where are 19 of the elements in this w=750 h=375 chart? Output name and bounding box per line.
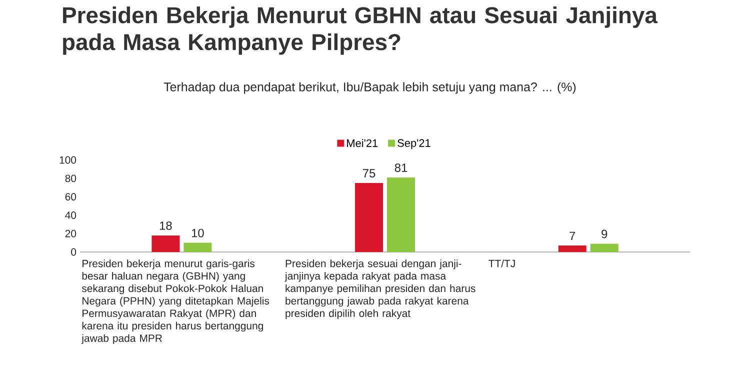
y-tick-label: 0 <box>71 248 76 256</box>
y-tick-label: 100 <box>60 156 76 164</box>
data-label: 75 <box>362 169 376 178</box>
y-tick-label: 40 <box>65 212 76 219</box>
data-label: 18 <box>160 221 172 230</box>
data-label: 10 <box>192 228 204 238</box>
y-tick-label: 80 <box>65 174 76 182</box>
data-label: 81 <box>394 164 408 172</box>
legend-label: Sep'21 <box>398 139 430 150</box>
x-tick-label: Presiden bekerja menurut garis-garis besar haluan negara (GBHN) yang sekarang disebut Pokok-Pokok Haluan Negara (PPHN) yang ditetapkan Majelis Permusyawaratan Rakyat (MPR) dan karena itu presiden harus bertanggung jawab pada MPR <box>81 260 270 344</box>
legend-label: Mei'21 <box>347 139 378 148</box>
data-label: 7 <box>570 232 576 240</box>
data-label: 9 <box>602 230 608 238</box>
x-tick-label: TT/TJ <box>488 260 515 268</box>
chart-title: Presiden Bekerja Menurut GBHN atau Sesuai Janjinya pada Masa Kampanye Pilpres? <box>63 6 658 55</box>
chart-subtitle: Terhadap dua pendapat berikut, Ibu/Bapak lebih setuju yang mana? ... (%) <box>164 82 576 94</box>
x-tick-label: Presiden bekerja sesuai dengan janji-janjinya kepada rakyat pada masa kampanye pemilihan presiden dan harus bertanggung jawab pada rakyat karena presiden dipilih oleh rakyat <box>284 260 476 320</box>
y-tick-label: 20 <box>65 230 76 238</box>
y-tick-label: 60 <box>65 193 76 201</box>
